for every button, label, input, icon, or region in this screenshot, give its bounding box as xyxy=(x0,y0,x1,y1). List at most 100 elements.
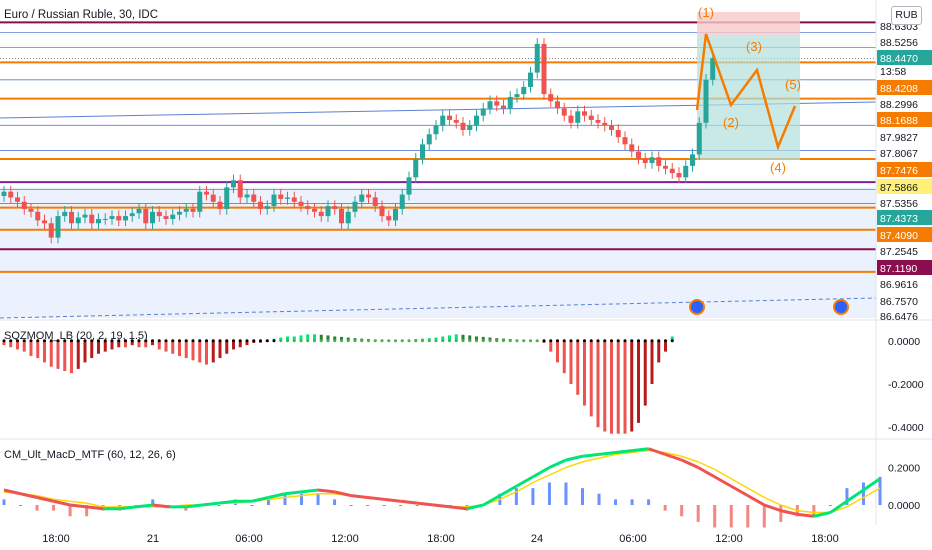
macd-line-segment xyxy=(3,488,21,496)
squeeze-dot xyxy=(542,339,546,343)
macd-histogram-bar xyxy=(266,499,270,505)
indicator-title-sqzmom[interactable]: SQZMOM_LB (20, 2, 19, 1.5) xyxy=(4,330,148,342)
wave-label: (4) xyxy=(770,160,786,175)
macd-histogram-bar xyxy=(614,499,618,505)
macd-line-segment xyxy=(829,500,848,514)
squeeze-dot xyxy=(360,339,364,343)
macd-histogram-bar xyxy=(630,499,634,505)
momentum-bar xyxy=(171,340,175,354)
candle-body xyxy=(332,206,338,209)
momentum-bar xyxy=(232,340,235,350)
momentum-bar xyxy=(103,340,107,352)
signal-line-segment xyxy=(86,502,104,508)
macd-line-segment xyxy=(334,490,352,498)
candle-body xyxy=(345,211,351,224)
momentum-bar xyxy=(583,340,586,406)
candle-body xyxy=(406,177,412,195)
price-axis-label: 87.4373 xyxy=(880,213,918,225)
momentum-bar xyxy=(569,340,573,384)
squeeze-dot xyxy=(448,339,451,343)
macd-histogram-bar xyxy=(85,505,89,517)
candle-body xyxy=(278,194,284,199)
macd-line-segment xyxy=(251,496,269,503)
momentum-bar xyxy=(137,340,141,348)
macd-line-segment xyxy=(218,499,236,505)
macd-axis-label: 0.0000 xyxy=(888,500,920,512)
candle-body xyxy=(298,201,304,207)
candle-body xyxy=(582,111,587,116)
momentum-bar xyxy=(643,340,647,406)
symbol-title[interactable]: Euro / Russian Ruble, 30, IDC xyxy=(4,9,159,21)
candle-body xyxy=(636,151,641,159)
macd-line-segment xyxy=(499,484,518,497)
momentum-bar xyxy=(292,336,296,341)
macd-line-segment xyxy=(664,452,683,462)
candle-body xyxy=(210,194,216,202)
macd-line-segment xyxy=(763,503,782,513)
squeeze-dot xyxy=(259,339,262,343)
squeeze-dot xyxy=(529,339,532,343)
price-label-bg xyxy=(877,227,932,242)
macd-histogram-bar xyxy=(845,488,849,505)
price-axis-label: 87.5356 xyxy=(880,198,918,210)
price-axis-label: 88.4208 xyxy=(880,83,918,95)
squeeze-dot xyxy=(387,339,391,343)
price-label-bg xyxy=(877,112,932,127)
macd-line-segment xyxy=(367,496,385,501)
squeeze-dot xyxy=(178,339,181,343)
macd-histogram-bar xyxy=(399,505,403,506)
price-label-bg xyxy=(877,210,932,225)
squeeze-dot xyxy=(623,339,627,343)
momentum-bar xyxy=(346,337,350,341)
currency-badge[interactable]: RUB xyxy=(891,6,922,25)
time-axis-label: 06:00 xyxy=(619,533,647,545)
signal-line-segment xyxy=(36,494,54,501)
momentum-bar xyxy=(218,340,222,359)
indicator-title-macd[interactable]: CM_Ult_MacD_MTF (60, 12, 26, 6) xyxy=(4,449,176,461)
signal-line-segment xyxy=(714,468,732,480)
candle-body xyxy=(474,115,479,126)
candle-body xyxy=(96,218,101,224)
candle-body xyxy=(507,96,513,109)
momentum-bar xyxy=(157,340,161,350)
signal-line-segment xyxy=(780,504,798,512)
candle-body xyxy=(237,180,243,198)
candle-body xyxy=(372,197,378,207)
candle-body xyxy=(339,208,344,224)
macd-histogram-bar xyxy=(531,488,535,505)
alert-marker xyxy=(689,299,705,315)
price-axis-label: 13:58 xyxy=(880,66,906,78)
macd-histogram-bar xyxy=(415,505,419,506)
signal-line-segment xyxy=(863,487,881,499)
macd-line-segment xyxy=(862,477,881,492)
candle-body xyxy=(683,165,689,178)
momentum-bar xyxy=(63,340,67,372)
signal-line-segment xyxy=(582,457,600,463)
candle-body xyxy=(305,206,311,209)
momentum-bar xyxy=(589,340,593,417)
squeeze-dot xyxy=(664,339,667,343)
candle-body xyxy=(609,125,614,130)
candle-body xyxy=(528,72,533,87)
momentum-bar xyxy=(178,340,181,356)
squeeze-dot xyxy=(36,339,40,343)
squeeze-dot xyxy=(191,339,195,343)
time-axis-label: 06:00 xyxy=(235,533,263,545)
candle-body xyxy=(312,208,317,212)
macd-histogram-bar xyxy=(696,505,700,522)
candle-body xyxy=(352,201,358,212)
macd-line-segment xyxy=(846,488,865,503)
squeeze-dot xyxy=(198,339,202,343)
squeeze-dot xyxy=(346,339,350,343)
squeeze-dot xyxy=(313,339,316,343)
momentum-bar xyxy=(49,340,53,367)
signal-line-segment xyxy=(846,496,864,508)
macd-histogram-bar xyxy=(316,493,320,505)
momentum-bar xyxy=(488,337,492,341)
price-label-bg xyxy=(877,260,932,275)
momentum-bar xyxy=(306,334,310,341)
candle-body xyxy=(656,157,662,166)
squeeze-dot xyxy=(461,339,465,343)
